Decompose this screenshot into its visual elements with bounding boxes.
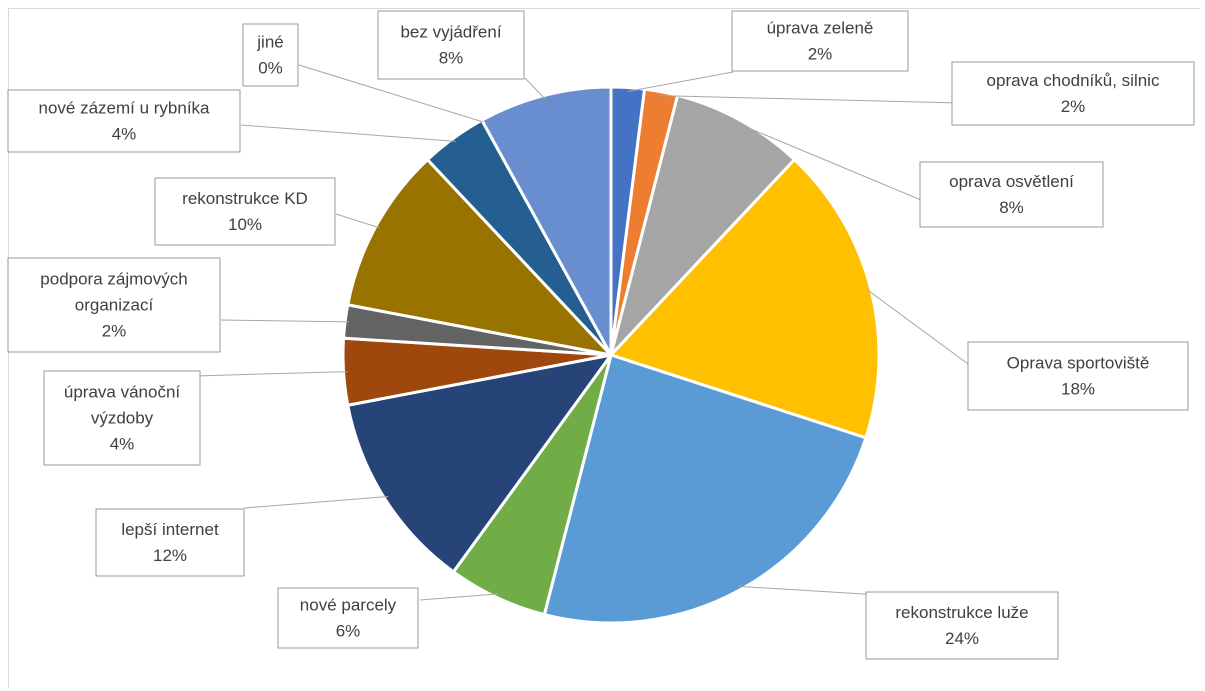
data-label-percent: 8% [999,198,1024,217]
data-label-category: jiné [256,33,283,52]
data-label-percent: 2% [102,322,127,341]
leader-line [866,288,969,365]
leader-lines [195,64,1001,601]
data-label-box [242,23,299,87]
leader-line [660,95,1001,105]
data-label: nové zázemí u rybníka 4% [7,89,241,153]
data-label-category: Oprava sportoviště [1007,354,1150,373]
data-label-box [731,10,909,72]
data-label-percent: 10% [228,215,262,234]
data-label-percent: 6% [336,622,361,641]
data-label-percent: 4% [110,435,135,454]
data-labels: úprava zeleně 2% oprava chodníků, silnic 2%… [7,10,1195,660]
data-label-category: úprava vánoční [64,383,181,402]
data-label-category: rekonstrukce KD [182,189,308,208]
data-label: nové parcely 6% [277,587,419,649]
leader-line [243,495,389,509]
pie-slice [479,85,613,356]
data-label: jiné 0% [242,23,299,87]
leader-line [298,64,484,123]
leader-line [737,123,922,201]
leader-line [524,77,546,100]
data-label-category: oprava osvětlení [949,172,1074,191]
data-label-box [919,161,1104,228]
data-label-box [7,89,241,153]
data-label-percent: 2% [808,45,833,64]
pie-slice [345,352,615,574]
data-label-box [865,591,1059,660]
data-label: lepší internet 12% [95,508,245,577]
data-label-percent: 12% [153,546,187,565]
data-label: oprava chodníků, silnic 2% [951,61,1195,126]
data-label: úprava zeleně 2% [731,10,909,72]
leader-line [335,213,380,229]
data-label-box [43,370,201,466]
data-label-category: oprava chodníků, silnic [987,71,1160,90]
data-label-box [7,257,221,353]
data-label-category: lepší internet [121,520,219,539]
leader-line [195,371,348,377]
data-label: rekonstrukce KD 10% [154,177,336,246]
data-label-percent: 4% [112,125,137,144]
data-label: bez vyjádření 8% [377,10,525,80]
data-label-percent: 18% [1061,380,1095,399]
data-label-box [95,508,245,577]
data-label-category: bez vyjádření [400,23,501,42]
data-label-category: nové parcely [300,596,397,615]
data-label-percent: 8% [439,49,464,68]
leader-line [627,71,734,93]
data-label-box [154,177,336,246]
data-label-percent: 0% [258,59,283,78]
data-label: rekonstrukce luže 24% [865,591,1059,660]
data-label: úprava vánoční výzdoby 4% [43,370,201,466]
data-label: oprava osvětlení 8% [919,161,1104,228]
data-label-percent: 2% [1061,97,1086,116]
data-label-category: organizací [75,296,154,315]
data-label-category: nové zázemí u rybníka [38,99,210,118]
data-label-box [377,10,525,80]
leader-line [419,593,499,601]
data-label-percent: 24% [945,629,979,648]
data-label: podpora zájmových organizací 2% [7,257,221,353]
data-label-box [277,587,419,649]
leader-line [240,124,456,142]
pie-slice [608,157,881,440]
data-label-category: rekonstrukce luže [895,603,1028,622]
data-label-category: výzdoby [91,409,154,428]
pie-slices [341,85,881,625]
data-label-box [951,61,1195,126]
pie-slice [542,353,868,625]
leader-line [220,319,350,323]
data-label-box [967,341,1189,411]
data-label-category: úprava zeleně [767,19,874,38]
data-label-category: podpora zájmových [40,270,187,289]
pie-slice [345,157,616,358]
data-label: Oprava sportoviště 18% [967,341,1189,411]
